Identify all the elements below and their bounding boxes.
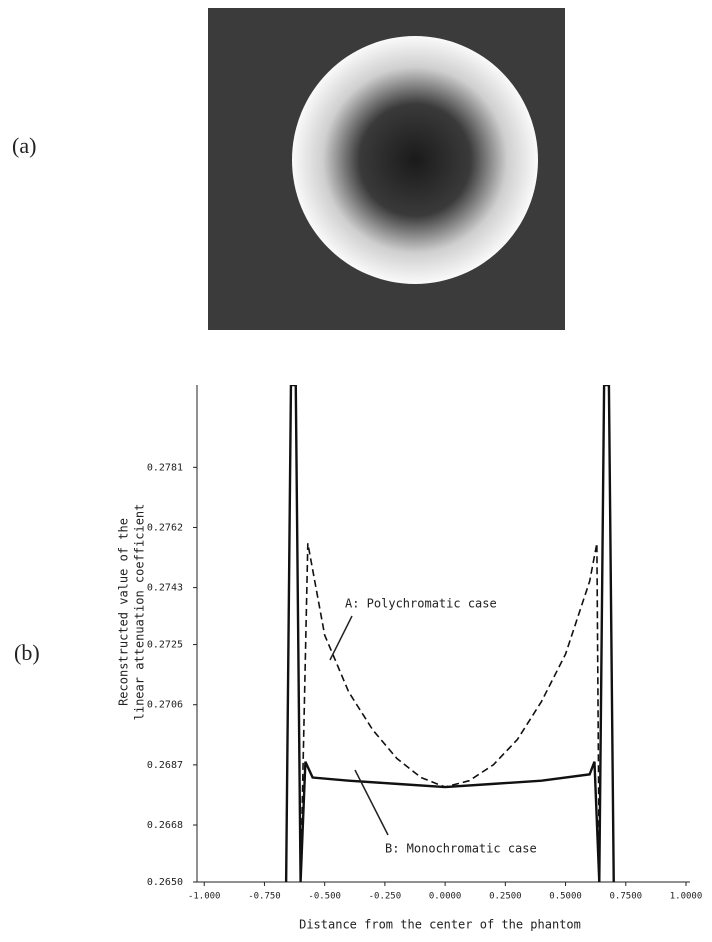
data-line [286,385,614,882]
y-tick-label: 0.2725 [147,640,183,651]
y-tick-label: 0.2781 [147,462,183,473]
x-axis-label: Distance from the center of the phantom [299,918,581,932]
y-tick-label: 0.2687 [147,760,183,771]
phantom-disc [292,36,538,284]
y-tick-label: 0.2668 [147,820,183,831]
x-tick-label: -0.750 [248,892,281,902]
plot-area [286,385,614,882]
data-line [286,385,614,882]
x-tick-label: -0.500 [308,892,341,902]
annotation: B: Monochromatic case [385,842,537,856]
figure: (a) (b) 0.2650 0.2668 0.2687 0.2706 0.2725 0.… [0,0,712,942]
x-tick-label: 0.5000 [549,892,582,902]
y-tick-label: 0.2650 [147,877,183,888]
panel-label: (a) [12,133,36,158]
y-tick-label: 0.2706 [147,700,183,711]
y-tick-label: 0.2762 [147,522,183,533]
annotation: A: Polychromatic case [345,597,497,611]
panel-label: (b) [14,640,40,665]
x-tick-label: 0.7500 [610,892,643,902]
x-tick-label: -1.000 [188,892,221,902]
x-tick-label: 0.2500 [489,892,522,902]
annotation-arrow [330,616,352,660]
x-tick-label: 1.0000 [670,892,703,902]
annotation-arrow [355,770,388,835]
x-tick-label: -0.250 [369,892,402,902]
x-tick-label: 0.0000 [429,892,462,902]
y-axis-label: Reconstructed value of the [117,518,131,706]
y-axis-label: linear attenuation coefficient [133,504,147,721]
y-tick-label: 0.2743 [147,583,183,594]
